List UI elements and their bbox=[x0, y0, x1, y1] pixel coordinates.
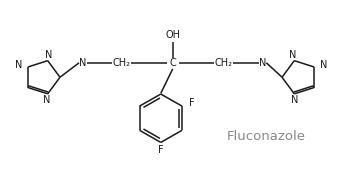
Text: F: F bbox=[189, 98, 194, 108]
Text: N: N bbox=[15, 60, 23, 70]
Text: OH: OH bbox=[166, 30, 181, 40]
Text: N: N bbox=[289, 50, 297, 60]
Text: Fluconazole: Fluconazole bbox=[227, 130, 306, 143]
Text: N: N bbox=[45, 50, 53, 60]
Text: N: N bbox=[79, 58, 87, 68]
Text: F: F bbox=[158, 145, 163, 155]
Text: C: C bbox=[169, 58, 176, 68]
Text: N: N bbox=[291, 95, 299, 105]
Text: N: N bbox=[43, 95, 51, 105]
Text: N: N bbox=[259, 58, 266, 68]
Text: N: N bbox=[319, 60, 327, 70]
Text: CH₂: CH₂ bbox=[113, 58, 131, 68]
Text: CH₂: CH₂ bbox=[215, 58, 233, 68]
